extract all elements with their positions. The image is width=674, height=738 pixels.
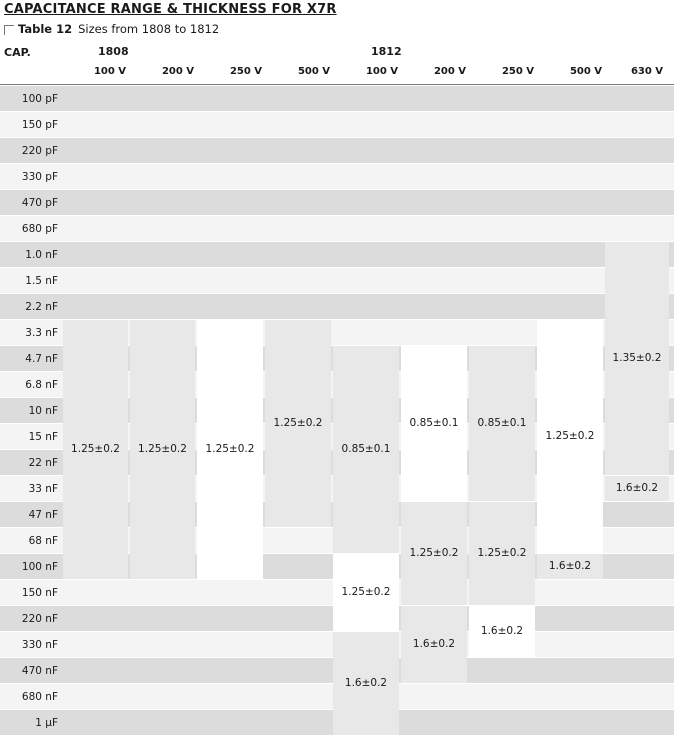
thickness-value: 1.6±0.2 (480, 624, 524, 637)
thickness-block (469, 346, 535, 501)
voltage-header-1812-100v: 100 V (365, 66, 399, 77)
cap-value-label: 470 nF (21, 665, 58, 677)
table-row (0, 112, 674, 137)
voltage-header-1812-630v: 630 V (630, 66, 664, 77)
cap-value-label: 15 nF (28, 431, 58, 443)
thickness-value: 1.6±0.2 (412, 637, 456, 650)
cap-value-label: 100 nF (21, 561, 58, 573)
cap-value-label: 220 pF (21, 145, 58, 157)
voltage-header-1808-500v: 500 V (297, 66, 331, 77)
cap-value-label: 3.3 nF (25, 327, 58, 339)
thickness-block (63, 320, 128, 579)
table-row (0, 268, 674, 293)
table-title: CAPACITANCE RANGE & THICKNESS FOR X7R (4, 2, 337, 17)
table-row (0, 164, 674, 189)
size-group-1812: 1812 (371, 45, 402, 58)
caption-marker-icon (4, 25, 14, 35)
cap-value-label: 330 nF (21, 639, 58, 651)
cap-value-label: 2.2 nF (25, 301, 58, 313)
thickness-block (265, 320, 331, 527)
thickness-value: 1.25±0.2 (409, 546, 459, 559)
thickness-value: 1.6±0.2 (344, 676, 388, 689)
thickness-value: 1.25±0.2 (273, 416, 323, 429)
cap-value-label: 68 nF (28, 535, 58, 547)
voltage-header-1808-250v: 250 V (229, 66, 263, 77)
thickness-block (401, 346, 467, 501)
header-rule (0, 84, 674, 85)
table-caption: Table 12 Sizes from 1808 to 1812 (4, 22, 219, 36)
thickness-value: 0.85±0.1 (341, 442, 391, 455)
voltage-header-1812-250v: 250 V (501, 66, 535, 77)
thickness-value: 0.85±0.1 (477, 416, 527, 429)
cap-value-label: 100 pF (21, 93, 58, 105)
cap-value-label: 4.7 nF (25, 353, 58, 365)
voltage-header-1812-500v: 500 V (569, 66, 603, 77)
cap-value-label: 22 nF (28, 457, 58, 469)
cap-value-label: 150 nF (21, 587, 58, 599)
cap-value-label: 6.8 nF (25, 379, 58, 391)
table-row (0, 190, 674, 215)
cap-value-label: 1 µF (35, 717, 58, 729)
thickness-block (333, 554, 399, 631)
thickness-block (469, 502, 535, 605)
caption-text: Sizes from 1808 to 1812 (78, 22, 220, 36)
thickness-value: 0.85±0.1 (409, 416, 459, 429)
thickness-block (197, 320, 263, 579)
cap-value-label: 47 nF (28, 509, 58, 521)
cap-value-label: 1.0 nF (25, 249, 58, 261)
thickness-value: 1.25±0.2 (545, 429, 595, 442)
cap-value-label: 470 pF (21, 197, 58, 209)
table-row (0, 86, 674, 111)
thickness-value: 1.25±0.2 (205, 442, 255, 455)
thickness-value: 1.6±0.2 (548, 559, 592, 572)
thickness-block (333, 346, 399, 553)
cap-value-label: 10 nF (28, 405, 58, 417)
table-row (0, 242, 674, 267)
cap-value-label: 150 pF (21, 119, 58, 131)
cap-value-label: 680 nF (21, 691, 58, 703)
thickness-value: 1.6±0.2 (615, 481, 659, 494)
thickness-value: 1.25±0.2 (71, 442, 120, 455)
thickness-block (605, 476, 669, 501)
cap-value-label: 330 pF (21, 171, 58, 183)
table-row (0, 294, 674, 319)
thickness-block (605, 242, 669, 475)
thickness-value: 1.25±0.2 (138, 442, 187, 455)
voltage-header-1808-200v: 200 V (161, 66, 195, 77)
thickness-block (537, 320, 603, 553)
thickness-value: 1.25±0.2 (477, 546, 527, 559)
thickness-block (130, 320, 195, 579)
thickness-block (401, 502, 467, 605)
thickness-block (401, 606, 467, 683)
thickness-block (537, 554, 603, 579)
cap-value-label: 33 nF (28, 483, 58, 495)
thickness-value: 1.35±0.2 (612, 351, 662, 364)
table-row (0, 138, 674, 163)
cap-value-label: 680 pF (21, 223, 58, 235)
size-group-1808: 1808 (98, 45, 129, 58)
table-row (0, 216, 674, 241)
thickness-block (469, 606, 535, 657)
thickness-value: 1.25±0.2 (341, 585, 391, 598)
voltage-header-1808-100v: 100 V (93, 66, 127, 77)
cap-column-header: CAP. (4, 46, 31, 59)
caption-label: Table 12 (18, 22, 73, 36)
cap-value-label: 1.5 nF (25, 275, 58, 287)
voltage-header-1812-200v: 200 V (433, 66, 467, 77)
thickness-block (333, 632, 399, 735)
cap-value-label: 220 nF (21, 613, 58, 625)
